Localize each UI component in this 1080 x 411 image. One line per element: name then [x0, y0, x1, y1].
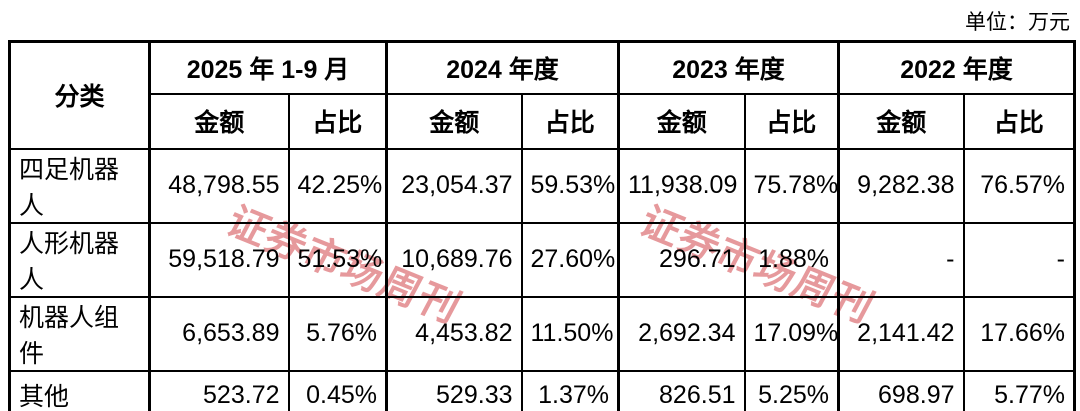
ratio-cell: 76.57%: [962, 147, 1076, 224]
ratio-cell: 0.45%: [287, 369, 388, 411]
amount-cell: 826.51: [617, 369, 746, 411]
ratio-cell: 5.77%: [962, 369, 1076, 411]
period-header-2023: 2023 年度: [617, 40, 840, 95]
amount-cell: 11,938.09: [617, 147, 746, 224]
row-label: 四足机器人: [8, 147, 151, 224]
table-row-components: 机器人组件 6,653.89 5.76% 4,453.82 11.50% 2,6…: [8, 295, 1076, 372]
amount-cell: 4,453.82: [385, 295, 523, 372]
period-header-2025: 2025 年 1-9 月: [148, 40, 388, 95]
amount-cell: 698.97: [837, 369, 965, 411]
amount-header: 金额: [148, 92, 290, 150]
ratio-cell: 5.76%: [287, 295, 388, 372]
ratio-cell: 59.53%: [520, 147, 620, 224]
ratio-cell: 51.53%: [287, 221, 388, 298]
amount-cell: 2,141.42: [837, 295, 965, 372]
financial-table: 分类 2025 年 1-9 月 2024 年度 2023 年度 2022 年度 …: [8, 40, 1076, 411]
amount-cell: 9,282.38: [837, 147, 965, 224]
ratio-header: 占比: [287, 92, 388, 150]
ratio-cell: 5.25%: [743, 369, 840, 411]
row-label: 其他: [8, 369, 151, 411]
ratio-cell: 42.25%: [287, 147, 388, 224]
row-label: 机器人组件: [8, 295, 151, 372]
header-row-metrics: 金额 占比 金额 占比 金额 占比 金额 占比: [10, 92, 1076, 150]
ratio-cell: 1.37%: [520, 369, 620, 411]
ratio-header: 占比: [743, 92, 840, 150]
table-row-quadruped: 四足机器人 48,798.55 42.25% 23,054.37 59.53% …: [8, 147, 1076, 224]
amount-cell: 10,689.76: [385, 221, 523, 298]
amount-cell: 2,692.34: [617, 295, 746, 372]
ratio-cell: 27.60%: [520, 221, 620, 298]
amount-header: 金额: [385, 92, 523, 150]
ratio-cell: 17.66%: [962, 295, 1076, 372]
amount-cell: 296.71: [617, 221, 746, 298]
period-header-2024: 2024 年度: [385, 40, 620, 95]
period-header-2022: 2022 年度: [837, 40, 1076, 95]
amount-cell: 23,054.37: [385, 147, 523, 224]
ratio-cell: 75.78%: [743, 147, 840, 224]
category-header: 分类: [8, 40, 151, 150]
amount-cell: 48,798.55: [148, 147, 290, 224]
table-row-humanoid: 人形机器人 59,518.79 51.53% 10,689.76 27.60% …: [8, 221, 1076, 298]
ratio-header: 占比: [962, 92, 1076, 150]
ratio-header: 占比: [520, 92, 620, 150]
header-row-periods: 分类 2025 年 1-9 月 2024 年度 2023 年度 2022 年度: [8, 40, 1076, 150]
ratio-cell: 1.88%: [743, 221, 840, 298]
ratio-cell: 11.50%: [520, 295, 620, 372]
row-label: 人形机器人: [8, 221, 151, 298]
table-row-other: 其他 523.72 0.45% 529.33 1.37% 826.51 5.25…: [8, 369, 1076, 411]
amount-cell: 529.33: [385, 369, 523, 411]
amount-cell: -: [837, 221, 965, 298]
ratio-cell: 17.09%: [743, 295, 840, 372]
amount-cell: 523.72: [148, 369, 290, 411]
amount-cell: 6,653.89: [148, 295, 290, 372]
amount-cell: 59,518.79: [148, 221, 290, 298]
amount-header: 金额: [617, 92, 746, 150]
unit-label: 单位：万元: [965, 10, 1070, 34]
ratio-cell: -: [962, 221, 1076, 298]
amount-header: 金额: [837, 92, 965, 150]
